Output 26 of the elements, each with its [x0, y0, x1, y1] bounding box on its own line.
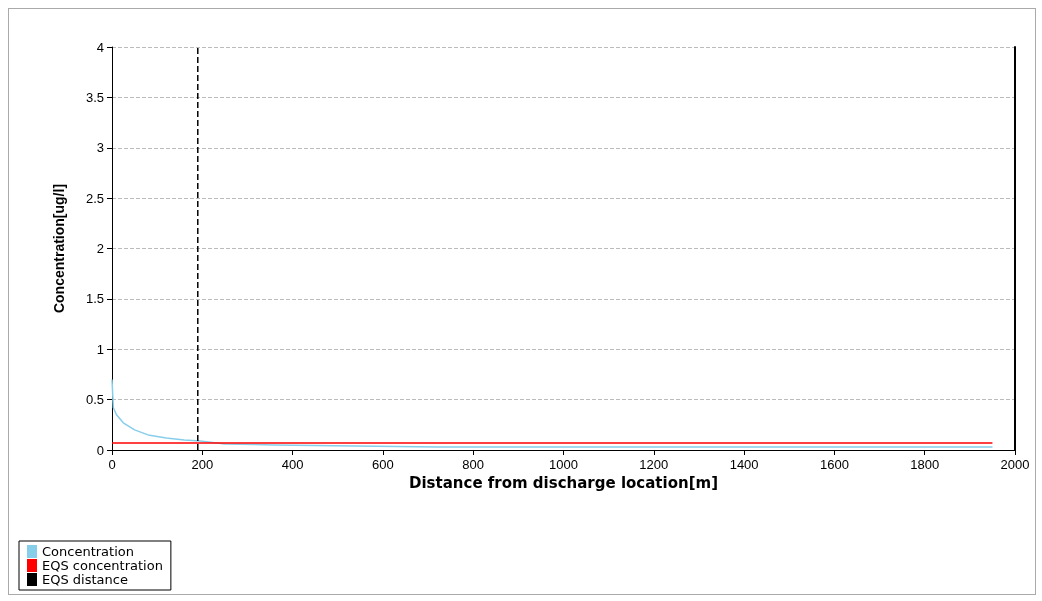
y-tick-label: 0.5: [85, 392, 104, 408]
x-tick-label: 2000: [1000, 457, 1030, 472]
y-tick-label: 3.5: [85, 89, 104, 105]
x-tick-label: 400: [281, 457, 304, 472]
x-tick-label: 1400: [729, 457, 759, 472]
x-tick-label: 800: [462, 457, 485, 472]
x-tick-label: 600: [372, 457, 394, 472]
x-tick-label: 0: [108, 457, 116, 472]
legend-label: Concentration: [42, 544, 134, 559]
x-tick-label: 1200: [639, 457, 669, 472]
y-tick-label: 2.5: [85, 190, 104, 206]
y-axis-title: Concentration[ug/l]: [51, 183, 67, 314]
y-tick-label: 1.5: [85, 291, 104, 307]
y-tick-label: 1: [96, 341, 104, 357]
x-tick-label: 1800: [910, 457, 940, 472]
x-tick-label: 200: [191, 457, 214, 472]
y-tick-label: 3: [96, 140, 104, 156]
y-tick-label: 4: [96, 39, 104, 55]
x-axis-title: Distance from discharge location[m]: [409, 474, 718, 493]
line-series: [111, 378, 994, 448]
legend-label: EQS distance: [42, 572, 128, 587]
y-tick-label: 0: [96, 442, 104, 458]
y-tick-label: 2: [96, 241, 104, 256]
x-tick-label: 1000: [549, 457, 578, 472]
legend-label: EQS concentration: [42, 558, 163, 573]
x-tick-label: 1600: [819, 457, 849, 472]
